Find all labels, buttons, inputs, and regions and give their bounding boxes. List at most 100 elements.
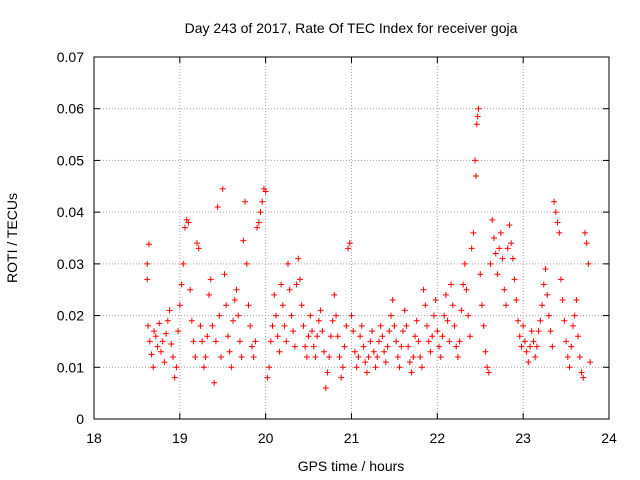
y-tick-label: 0.04: [57, 204, 84, 220]
data-point: [466, 333, 473, 340]
data-point: [556, 229, 563, 236]
data-point: [513, 297, 520, 304]
data-point: [465, 312, 472, 319]
data-point: [559, 297, 566, 304]
grid-lines: [94, 57, 609, 419]
data-point: [185, 219, 192, 226]
data-point: [484, 364, 491, 371]
data-point: [266, 364, 273, 371]
data-point: [238, 353, 245, 360]
data-point: [403, 322, 410, 329]
data-point: [346, 240, 353, 247]
data-point: [456, 338, 463, 345]
data-point: [503, 302, 509, 309]
y-tick-label: 0.07: [57, 49, 84, 65]
data-point: [525, 359, 532, 366]
data-point: [319, 328, 326, 335]
data-point: [264, 374, 271, 381]
data-point: [509, 255, 516, 262]
data-point: [551, 198, 558, 205]
data-point: [303, 353, 310, 360]
y-tick-label: 0.05: [57, 152, 84, 168]
data-point: [148, 351, 155, 358]
data-point: [180, 260, 187, 267]
data-point: [181, 224, 188, 231]
x-tick-label: 21: [344, 430, 360, 446]
x-tick-label: 24: [601, 430, 617, 446]
data-point: [381, 348, 388, 355]
data-point: [159, 338, 166, 345]
data-point: [573, 297, 580, 304]
data-point: [324, 369, 331, 376]
data-point: [209, 322, 216, 329]
data-point: [468, 245, 475, 252]
data-point: [516, 333, 523, 340]
data-point: [552, 209, 559, 216]
data-point: [470, 229, 477, 236]
chart-title: Day 243 of 2017, Rate Of TEC Index for r…: [185, 20, 518, 36]
data-point: [348, 312, 355, 319]
data-point: [188, 317, 195, 324]
data-point: [240, 237, 247, 244]
data-point: [374, 353, 381, 360]
axis-ticks: [93, 56, 610, 420]
data-point: [360, 343, 367, 350]
data-point: [350, 328, 357, 335]
data-point: [490, 235, 497, 241]
data-point: [190, 338, 197, 345]
data-point: [475, 105, 482, 112]
data-point: [307, 312, 314, 319]
data-point: [255, 219, 262, 226]
y-tick-label: 0.01: [57, 359, 84, 375]
data-point: [197, 322, 204, 329]
data-point: [223, 302, 230, 309]
data-point: [305, 333, 312, 340]
data-point: [236, 338, 243, 345]
data-point: [474, 113, 481, 120]
data-point: [542, 266, 549, 273]
data-point: [312, 353, 319, 360]
data-point: [391, 322, 398, 329]
data-point: [151, 328, 158, 335]
data-point: [365, 353, 372, 360]
data-point: [355, 353, 362, 360]
data-point: [463, 286, 470, 293]
data-point: [375, 338, 382, 345]
data-point: [580, 374, 587, 381]
data-point: [195, 245, 202, 252]
data-point: [540, 281, 547, 288]
data-point: [204, 333, 211, 340]
data-point: [563, 338, 570, 345]
data-point: [418, 364, 425, 371]
data-point: [233, 286, 240, 293]
data-point: [400, 328, 406, 335]
data-point: [243, 260, 250, 267]
data-point: [394, 353, 401, 360]
data-point: [169, 353, 176, 360]
data-point: [437, 353, 444, 360]
data-point: [156, 320, 163, 327]
y-tick-label: 0.02: [57, 308, 84, 324]
y-tick-label: 0.06: [57, 101, 84, 117]
y-tick-label: 0.03: [57, 256, 84, 272]
data-point: [515, 317, 522, 324]
data-point: [441, 312, 448, 319]
data-point: [480, 322, 487, 329]
data-point: [362, 359, 369, 366]
data-point: [339, 364, 346, 371]
data-point: [569, 322, 576, 329]
data-point: [472, 172, 479, 179]
data-point: [453, 343, 460, 350]
data-point: [533, 343, 540, 350]
data-point: [460, 281, 467, 288]
data-point: [449, 302, 456, 309]
data-point: [194, 240, 200, 247]
data-point: [326, 353, 333, 360]
data-point: [401, 307, 408, 314]
data-point: [554, 219, 561, 226]
x-tick-label: 20: [258, 430, 274, 446]
data-point: [458, 307, 465, 314]
data-point: [336, 353, 343, 360]
data-point: [290, 328, 297, 335]
